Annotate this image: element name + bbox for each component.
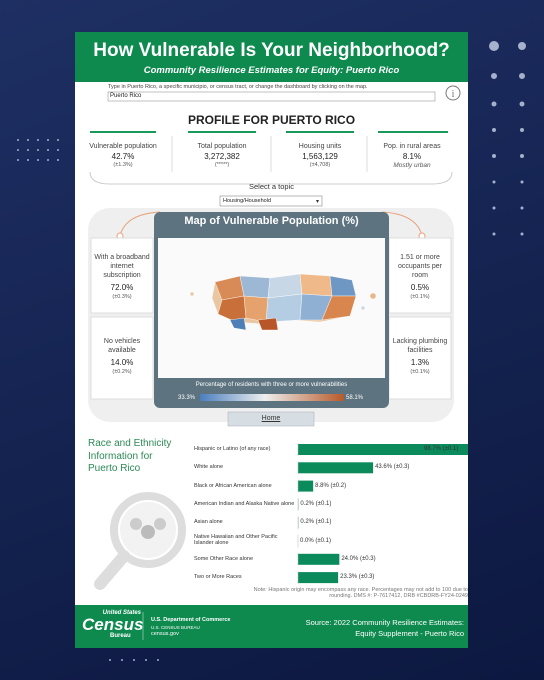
- bar: [298, 553, 340, 565]
- svg-text:▾: ▾: [316, 199, 319, 205]
- bar-value-label: 23.3% (±0.3): [340, 574, 375, 581]
- stat-note: (±1.3%): [113, 162, 133, 168]
- stat-value: 1,563,129: [302, 152, 338, 161]
- topic-label: Select a topic: [248, 182, 295, 191]
- bar-value-label: 24.0% (±0.3): [341, 555, 376, 562]
- map-shapes: [189, 273, 377, 331]
- stat-label: Total population: [197, 143, 247, 150]
- footer-band: [75, 605, 468, 648]
- indicator-value: 72.0%: [110, 283, 134, 292]
- home-label[interactable]: Home: [261, 415, 281, 422]
- topic-select[interactable]: [219, 195, 323, 207]
- site: census.gov: [151, 631, 179, 637]
- bar-value-label: 98.7% (±0.1): [424, 446, 459, 452]
- bar-value-label: 8.8% (±0.2): [315, 482, 347, 489]
- bar-category: White alone: [194, 464, 224, 471]
- logo-main: Census: [82, 615, 144, 634]
- indicator-label: No vehicles available: [103, 338, 141, 354]
- stat-value: 42.7%: [111, 152, 135, 161]
- svg-text:i: i: [452, 89, 455, 100]
- bureau: U.S. CENSUS BUREAU: [151, 625, 200, 630]
- stat-label: Pop. in rural areas: [383, 143, 441, 150]
- header-band: [75, 32, 468, 82]
- magnifier-icon: [94, 492, 186, 590]
- stat-label: Housing units: [298, 143, 342, 150]
- profile-title: PROFILE FOR PUERTO RICO: [187, 113, 356, 127]
- bar-value-label: 0.2% (±0.1): [300, 500, 332, 507]
- search-box[interactable]: [107, 91, 436, 102]
- bracket: [89, 171, 453, 185]
- indicator-box: [388, 316, 452, 400]
- stat-note: (±4,708): [309, 162, 331, 168]
- indicator-label: With a broadband internet subscription: [94, 254, 150, 279]
- bar-category: American Indian and Alaska Native alone: [194, 500, 295, 507]
- logo-top: United States: [102, 610, 141, 616]
- indicator-label: 1.51 or more occupants per room: [398, 254, 442, 279]
- connector: [119, 211, 423, 237]
- indicator-box: [90, 316, 154, 400]
- logo-bottom: Bureau: [110, 633, 131, 639]
- bar-value-label: 0.0% (±0.1): [300, 537, 331, 544]
- stat-note: (*****): [214, 162, 230, 168]
- indicator-label: Lacking plumbing facilities: [392, 338, 448, 354]
- search-instruction: Type in Puerto Rico, a specific municipi…: [108, 84, 368, 90]
- bar-category: Some Other Race alone: [194, 555, 254, 562]
- bar-category: Native Hawaiian and Other Pacific Island…: [194, 533, 278, 547]
- indicator-moe: (±0.3%): [112, 294, 132, 300]
- indicator-value: 1.3%: [410, 358, 430, 367]
- stat-note: Mostly urban: [393, 162, 431, 169]
- bar-category: Black or African American alone: [194, 482, 272, 489]
- topic-value[interactable]: Housing/Household: [223, 198, 272, 204]
- bar: [298, 480, 314, 492]
- search-value[interactable]: Puerto Rico: [110, 93, 142, 99]
- bar-value-label: 0.2% (±0.1): [300, 519, 332, 526]
- source: Source: 2022 Community Resilience Estima…: [305, 618, 464, 638]
- stat-dividers: [171, 136, 368, 172]
- bar-value-label: 43.6% (±0.3): [375, 464, 410, 471]
- indicator-moe: (±0.2%): [112, 369, 132, 375]
- bar: [298, 572, 339, 584]
- legend-max: 58.1%: [346, 395, 364, 401]
- stat-value: 8.1%: [402, 152, 422, 161]
- stat-value: 3,272,382: [204, 152, 240, 161]
- map-title: Map of Vulnerable Population (%): [184, 215, 359, 227]
- title: How Vulnerable Is Your Neighborhood?: [93, 40, 450, 61]
- dept: U.S. Department of Commerce: [151, 617, 231, 623]
- subtitle: Community Resilience Estimates for Equit…: [143, 65, 400, 76]
- bar: [298, 444, 468, 455]
- indicator-value: 0.5%: [410, 283, 430, 292]
- bar-category: Hispanic or Latino (of any race): [194, 446, 271, 452]
- stat-label: Vulnerable population: [89, 143, 157, 150]
- indicator-box: [90, 237, 154, 314]
- indicator-moe: (±0.1%): [410, 369, 430, 375]
- home-button[interactable]: [227, 411, 315, 427]
- note: Note: Hispanic origin may encompass any …: [253, 587, 468, 599]
- legend-min: 33.3%: [178, 395, 196, 401]
- indicator-moe: (±0.1%): [410, 294, 430, 300]
- indicator-value: 14.0%: [110, 358, 134, 367]
- bar: [298, 462, 374, 474]
- race-title: Race and Ethnicity Information for Puert…: [88, 438, 172, 474]
- legend-title: Percentage of residents with three or mo…: [195, 382, 348, 388]
- info-icon[interactable]: [445, 85, 461, 101]
- dots: [17, 41, 526, 661]
- indicator-box: [388, 237, 452, 314]
- bar-category: Two or More Races: [194, 574, 242, 581]
- legend-gradient: [200, 394, 344, 401]
- bar-category: Asian alone: [194, 519, 223, 526]
